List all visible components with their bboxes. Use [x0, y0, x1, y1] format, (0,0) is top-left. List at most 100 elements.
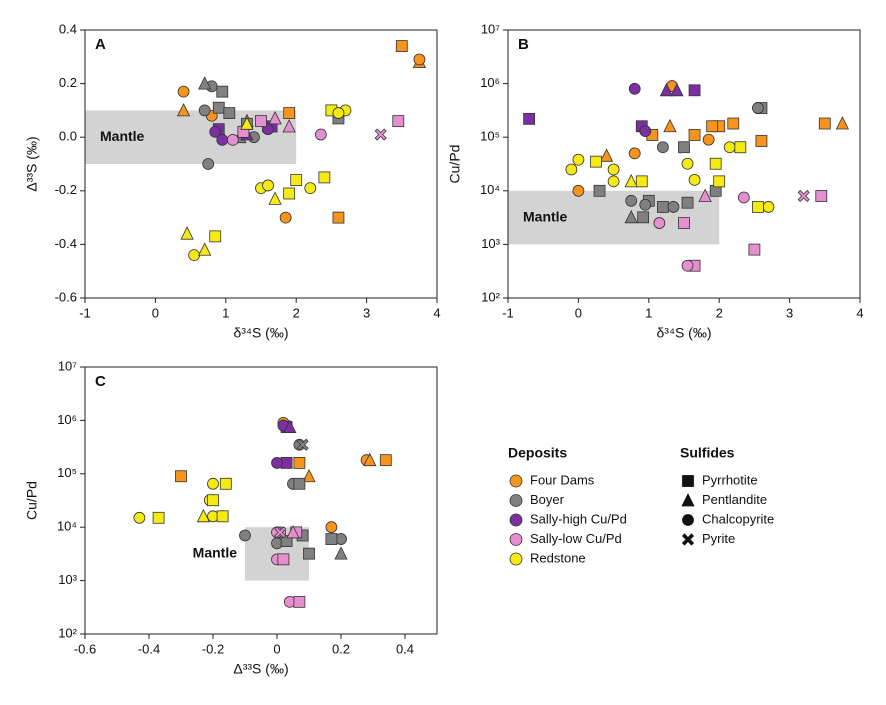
data-point: [593, 184, 606, 197]
data-point: [572, 184, 585, 197]
data-point: [628, 82, 641, 95]
y-axis-label: Cu/Pd: [447, 145, 463, 184]
data-point: [332, 107, 345, 119]
data-point: [286, 524, 300, 539]
data-point: [688, 129, 701, 141]
data-point: [678, 141, 690, 154]
data-point: [226, 133, 239, 146]
y-tick-label: -0.6: [55, 289, 77, 304]
data-point: [216, 510, 229, 523]
x-tick-label: -0.6: [74, 641, 96, 656]
legend-label: Pyrite: [702, 531, 735, 546]
panel-label: C: [95, 373, 106, 390]
data-point: [734, 141, 747, 154]
data-point: [656, 141, 669, 154]
data-point: [202, 158, 215, 170]
data-point: [755, 135, 768, 147]
data-point: [413, 53, 426, 66]
y-tick-label: 10²: [58, 625, 77, 640]
data-point: [332, 211, 345, 224]
data-point: [663, 118, 677, 133]
legend-marker: [681, 533, 695, 546]
data-point: [737, 191, 750, 204]
x-tick-label: -1: [502, 305, 514, 320]
y-tick-label: 10⁴: [480, 182, 500, 197]
data-point: [290, 174, 303, 186]
x-tick-label: -0.4: [138, 641, 160, 656]
data-point: [709, 157, 722, 170]
legend-label: Boyer: [530, 492, 565, 507]
data-point: [815, 190, 828, 202]
x-axis-label: δ³⁴S (‰): [233, 325, 288, 341]
x-tick-label: 4: [433, 305, 440, 320]
data-point: [624, 209, 638, 224]
data-point: [268, 191, 282, 205]
data-point: [188, 249, 201, 262]
legend-marker: [681, 493, 695, 507]
panel-label: A: [95, 36, 106, 53]
y-tick-label: 10⁵: [57, 465, 77, 480]
legend-swatch: [509, 533, 523, 546]
x-axis-label: δ³⁴S (‰): [656, 325, 711, 341]
y-tick-label: 10²: [481, 289, 500, 304]
x-tick-label: 2: [293, 305, 300, 320]
legend-label: Redstone: [530, 550, 586, 565]
data-point: [293, 456, 306, 469]
x-tick-label: 0: [575, 305, 582, 320]
data-point: [196, 508, 211, 523]
data-point: [797, 189, 810, 203]
y-axis-label: Cu/Pd: [24, 481, 40, 520]
y-tick-label: 0.4: [59, 21, 77, 36]
data-point: [334, 546, 348, 560]
y-tick-label: 10³: [58, 572, 77, 587]
mantle-label: Mantle: [100, 128, 145, 144]
data-point: [748, 243, 761, 256]
data-point: [283, 187, 296, 200]
y-tick-label: 10⁴: [57, 519, 77, 534]
legend-label: Pentlandite: [702, 492, 767, 507]
data-point: [723, 141, 736, 154]
data-point: [818, 117, 831, 130]
data-point: [279, 211, 292, 224]
legend-title: Sulfides: [680, 445, 735, 461]
legend-title: Deposits: [508, 445, 567, 461]
panel-label: B: [518, 36, 529, 53]
data-point: [678, 217, 690, 229]
legend-label: Four Dams: [530, 472, 595, 487]
y-tick-label: 10⁶: [480, 75, 500, 90]
y-tick-label: 10⁶: [57, 412, 77, 427]
data-point: [240, 116, 254, 130]
x-tick-label: 3: [363, 305, 370, 320]
data-point: [262, 179, 274, 192]
data-point: [274, 526, 287, 539]
x-tick-label: 0: [273, 641, 280, 656]
data-point: [219, 477, 232, 490]
mantle-label: Mantle: [193, 545, 238, 561]
data-point: [624, 173, 638, 188]
data-point: [681, 196, 694, 209]
data-point: [325, 521, 338, 534]
y-tick-label: -0.2: [55, 182, 77, 197]
data-point: [628, 147, 641, 160]
y-tick-label: 10⁷: [58, 358, 77, 373]
legend-label: Sally-low Cu/Pd: [530, 531, 622, 546]
data-point: [590, 155, 602, 168]
data-point: [318, 171, 331, 184]
data-point: [392, 115, 405, 128]
data-point: [727, 117, 740, 130]
data-point: [282, 119, 296, 133]
legend-label: Sally-high Cu/Pd: [530, 511, 627, 526]
data-point: [681, 259, 694, 272]
data-point: [656, 201, 669, 213]
data-point: [363, 452, 377, 467]
data-point: [293, 477, 306, 490]
legend-marker: [682, 514, 694, 526]
y-tick-label: 10³: [481, 236, 500, 251]
x-axis-label: Δ³³S (‰): [233, 661, 288, 677]
y-tick-label: -0.4: [55, 236, 77, 251]
data-point: [304, 182, 317, 195]
data-point: [572, 153, 585, 166]
data-point: [637, 211, 650, 224]
data-point: [688, 173, 701, 186]
